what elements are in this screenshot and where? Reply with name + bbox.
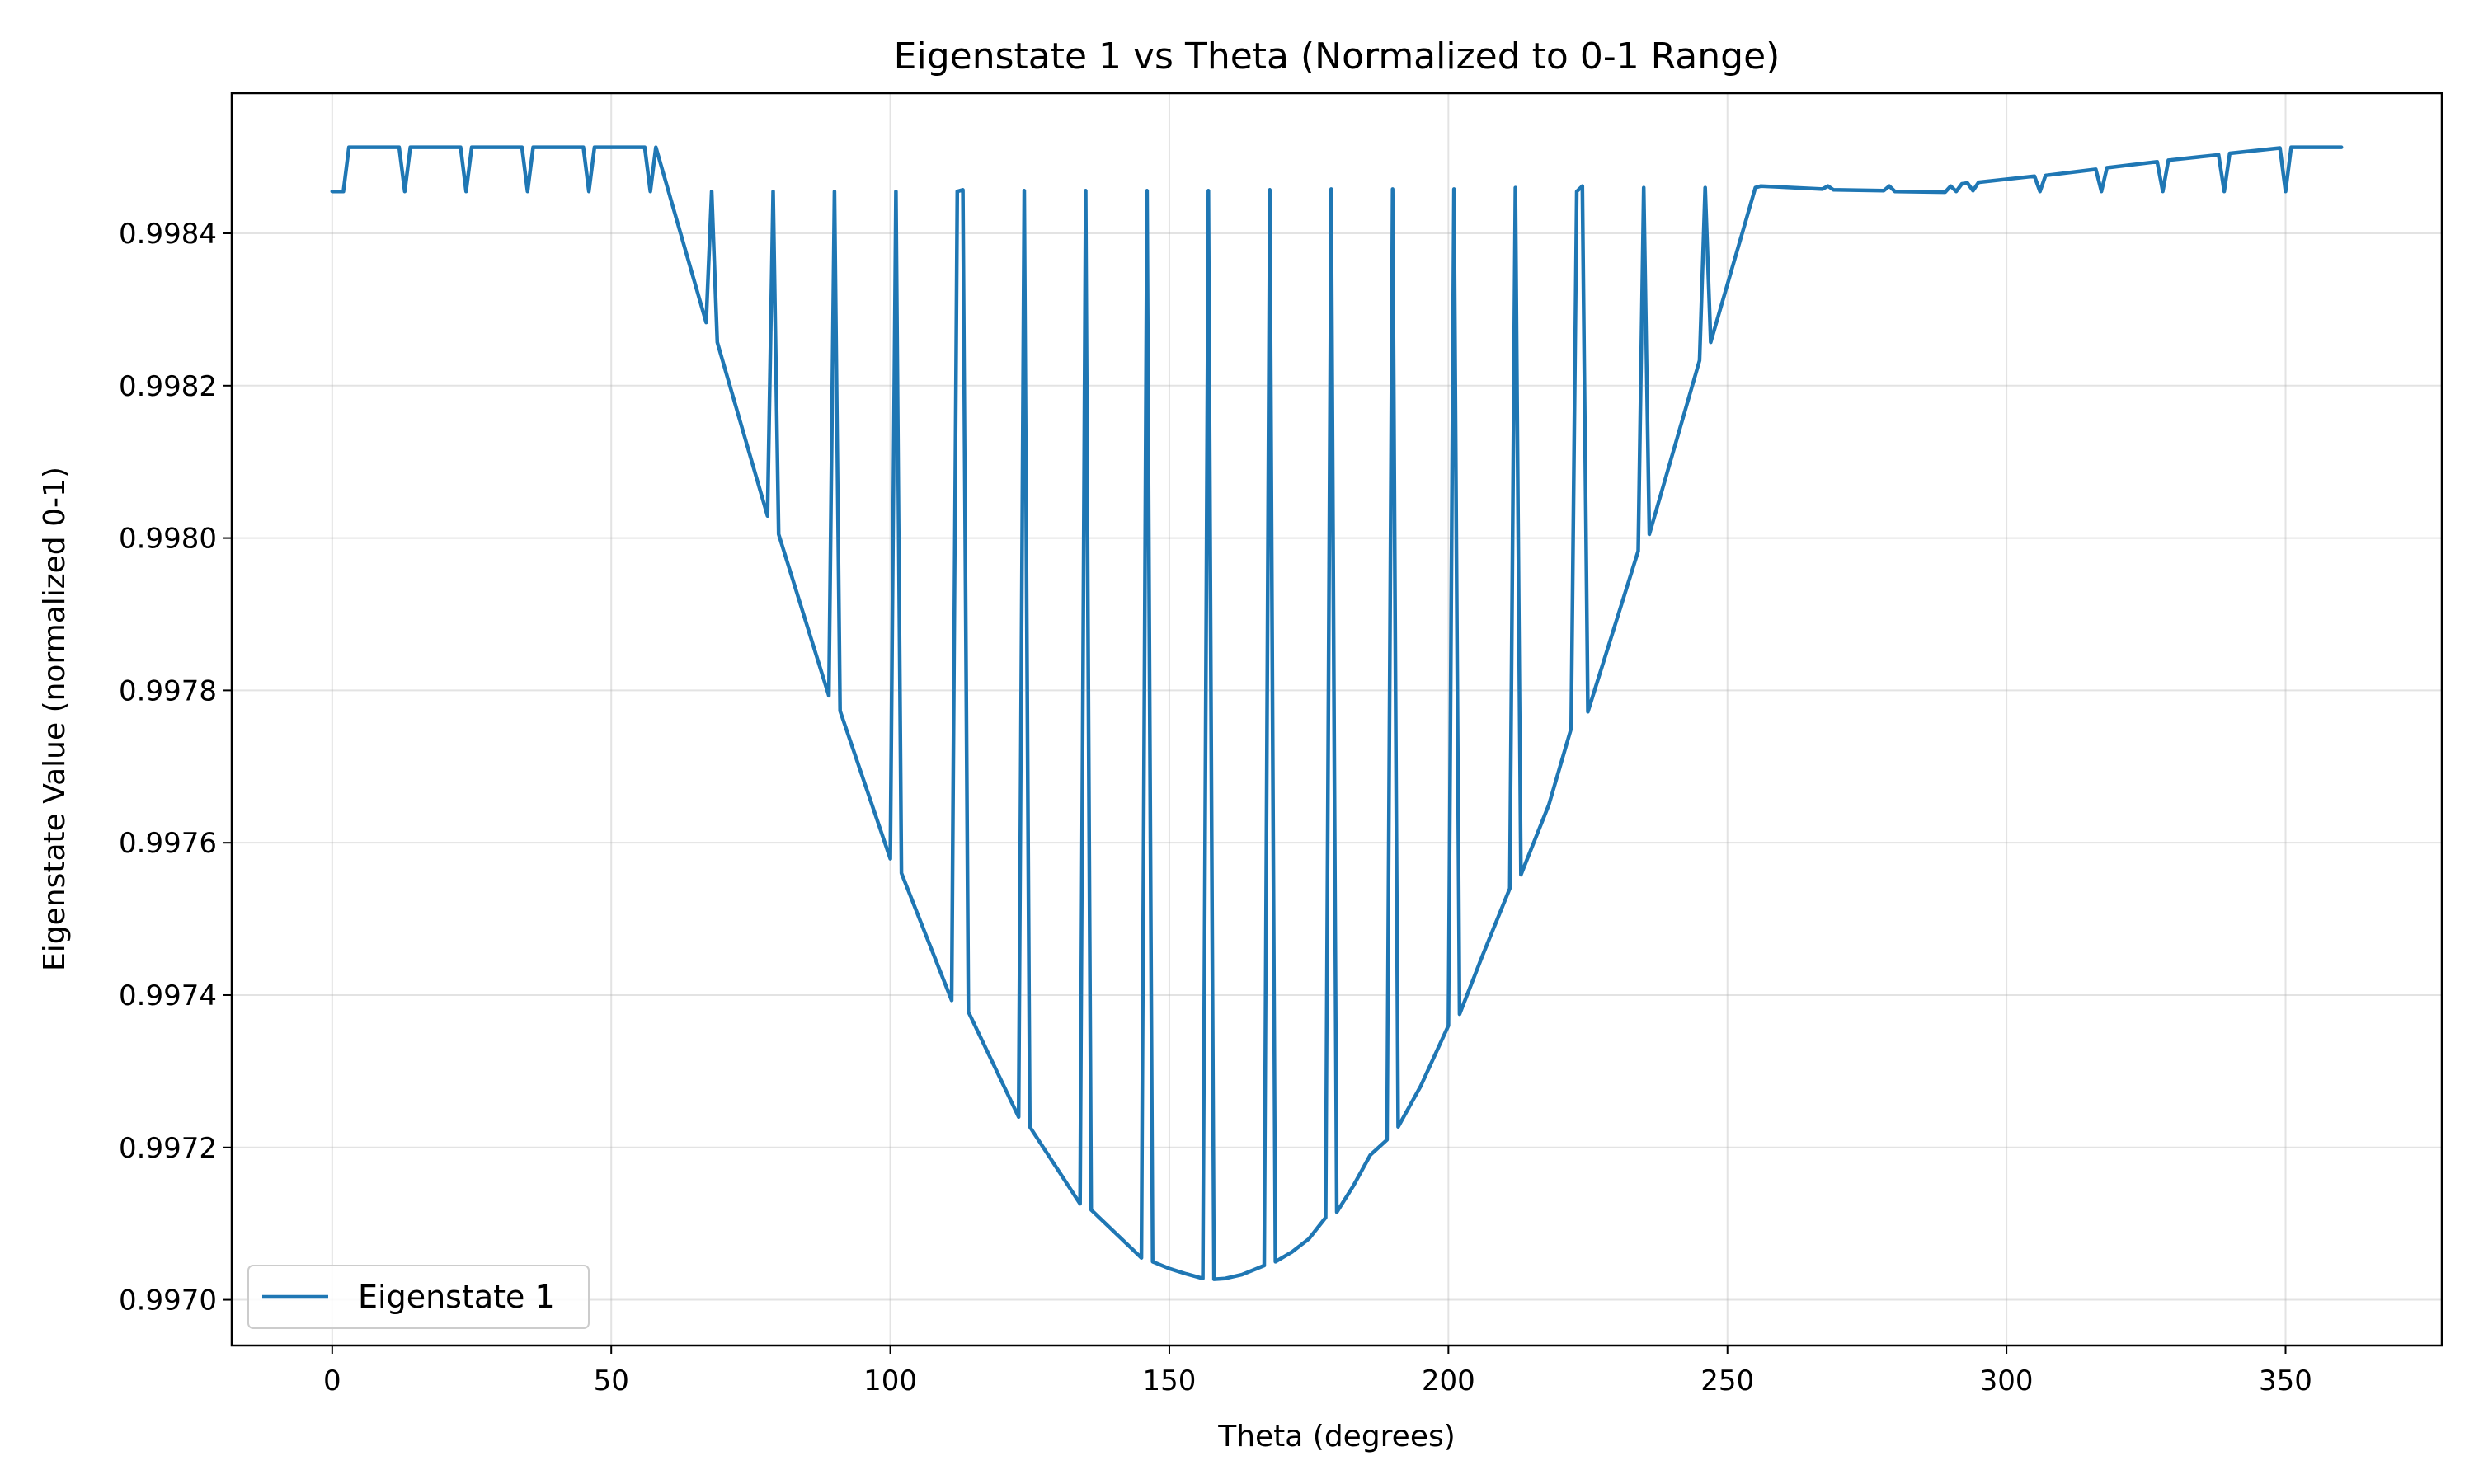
series-layer (330, 145, 2344, 1281)
plot-frame (230, 92, 2443, 1347)
y-tick-label: 0.9978 (119, 674, 217, 707)
x-tick-label: 100 (863, 1364, 917, 1397)
chart-title: Eigenstate 1 vs Theta (Normalized to 0-1… (894, 35, 1780, 77)
tick-layer: 0 50 100 150 200 250 300 350 0.9970 0.9972 0.9974 0… (119, 218, 2312, 1397)
x-tick-label: 350 (2259, 1364, 2312, 1397)
x-tick-label: 50 (594, 1364, 629, 1397)
legend-box (247, 1265, 590, 1329)
x-axis-label: Theta (degrees) (1217, 1420, 1456, 1453)
y-tick-label: 0.9970 (119, 1284, 217, 1317)
series-line-eigenstate-1 (330, 145, 2344, 1281)
y-axis-label: Eigenstate Value (normalized 0-1) (38, 467, 72, 971)
y-tick-label: 0.9980 (119, 523, 217, 556)
x-tick-label: 200 (1422, 1364, 1475, 1397)
y-tick-label: 0.9982 (119, 370, 217, 403)
x-tick-label: 300 (1980, 1364, 2034, 1397)
y-tick-label: 0.9976 (119, 827, 217, 860)
x-tick-label: 150 (1143, 1364, 1197, 1397)
y-tick-label: 0.9972 (119, 1132, 217, 1165)
x-tick-label: 250 (1700, 1364, 1754, 1397)
legend-label: Eigenstate 1 (358, 1279, 555, 1315)
legend: Eigenstate 1 (247, 1265, 590, 1329)
x-tick-label: 0 (323, 1364, 341, 1397)
y-tick-label: 0.9984 (119, 218, 217, 251)
grid-layer (232, 93, 2442, 1345)
y-tick-label: 0.9974 (119, 979, 217, 1012)
